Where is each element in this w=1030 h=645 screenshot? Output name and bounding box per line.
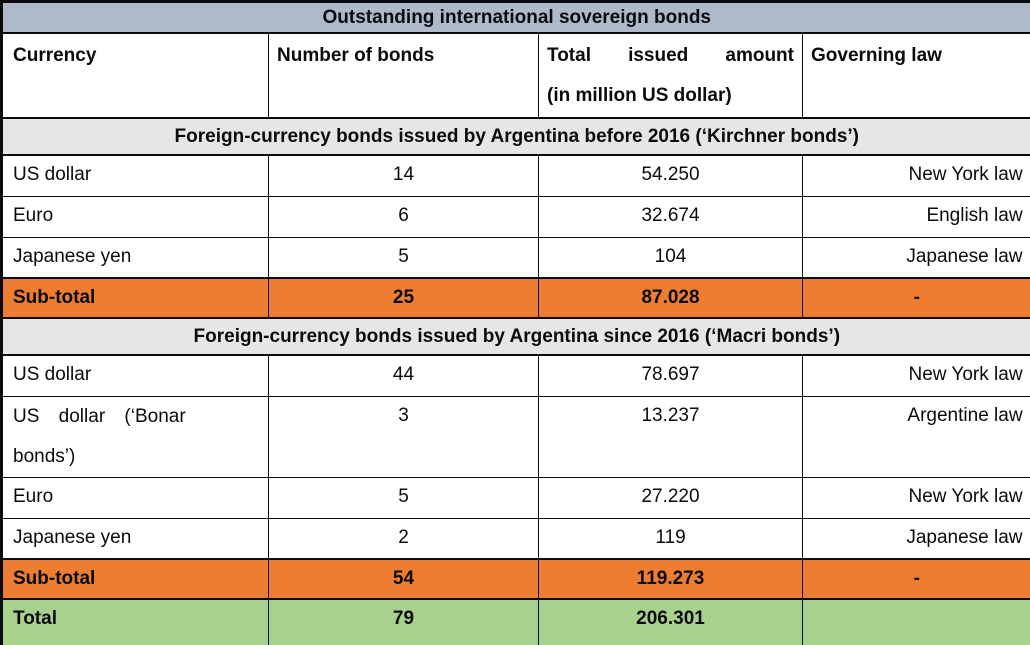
law-cell: New York law [801,354,1030,397]
total-amount: 206.301 [538,598,803,645]
amount-header-line1: Total issued amount [547,45,794,66]
table-title: Outstanding international sovereign bond… [0,1,1030,34]
table-row: Japanese yen 2 119 Japanese law [1,517,1030,560]
currency-cell: US dollar (‘Bonar bonds’) [1,395,269,478]
section-header-kirchner: Foreign-currency bonds issued by Argenti… [0,117,1030,156]
bond-count-cell: 6 [268,195,539,238]
bond-count-cell: 5 [268,476,539,519]
bond-count-cell: 5 [268,236,539,279]
subtotal-row-macri: Sub-total 54 119.273 - [1,558,1030,600]
subtotal-amount: 119.273 [538,558,803,600]
law-cell: Argentine law [801,395,1030,478]
law-cell: Japanese law [801,517,1030,560]
table-row: US dollar (‘Bonar bonds’) 3 13.237 Argen… [1,395,1030,478]
bond-count-cell: 3 [268,395,539,478]
amount-cell: 54.250 [538,154,803,197]
law-cell: Japanese law [801,236,1030,279]
subtotal-amount: 87.028 [538,277,803,319]
subtotal-law: - [801,277,1030,319]
bond-count-cell: 14 [268,154,539,197]
bond-count-cell: 44 [268,354,539,397]
law-cell: New York law [801,154,1030,197]
number-of-bonds-column-header: Number of bonds [268,32,539,119]
law-cell: New York law [801,476,1030,519]
table-row: Japanese yen 5 104 Japanese law [1,236,1030,279]
table-row: Euro 5 27.220 New York law [1,476,1030,519]
subtotal-count: 25 [268,277,539,319]
section-header-label: Foreign-currency bonds issued by Argenti… [0,317,1030,356]
currency-cell: Euro [1,195,269,238]
table-row: US dollar 14 54.250 New York law [1,154,1030,197]
subtotal-law: - [801,558,1030,600]
subtotal-label: Sub-total [1,558,269,600]
amount-cell: 27.220 [538,476,803,519]
column-header-row: Currency Number of bonds Total issued am… [1,32,1030,119]
total-law [801,598,1030,645]
total-row: Total 79 206.301 [1,598,1030,645]
currency-cell: Japanese yen [1,517,269,560]
total-label: Total [1,598,269,645]
subtotal-count: 54 [268,558,539,600]
table-title-row: Outstanding international sovereign bond… [0,1,1030,34]
amount-cell: 78.697 [538,354,803,397]
governing-law-column-header: Governing law [801,32,1030,119]
currency-cell: US dollar [1,154,269,197]
currency-cell: Japanese yen [1,236,269,279]
subtotal-label: Sub-total [1,277,269,319]
total-count: 79 [268,598,539,645]
amount-header-line2: (in million US dollar) [547,85,732,106]
amount-column-header: Total issued amount (in million US dolla… [538,32,803,119]
amount-cell: 13.237 [538,395,803,478]
amount-cell: 32.674 [538,195,803,238]
amount-cell: 104 [538,236,803,279]
currency-column-header: Currency [1,32,269,119]
amount-cell: 119 [538,517,803,560]
bond-count-cell: 2 [268,517,539,560]
currency-cell: US dollar [1,354,269,397]
section-header-macri: Foreign-currency bonds issued by Argenti… [0,317,1030,356]
table-row: Euro 6 32.674 English law [1,195,1030,238]
currency-cell: Euro [1,476,269,519]
subtotal-row-kirchner: Sub-total 25 87.028 - [1,277,1030,319]
section-header-label: Foreign-currency bonds issued by Argenti… [0,117,1030,156]
table-row: US dollar 44 78.697 New York law [1,354,1030,397]
law-cell: English law [801,195,1030,238]
